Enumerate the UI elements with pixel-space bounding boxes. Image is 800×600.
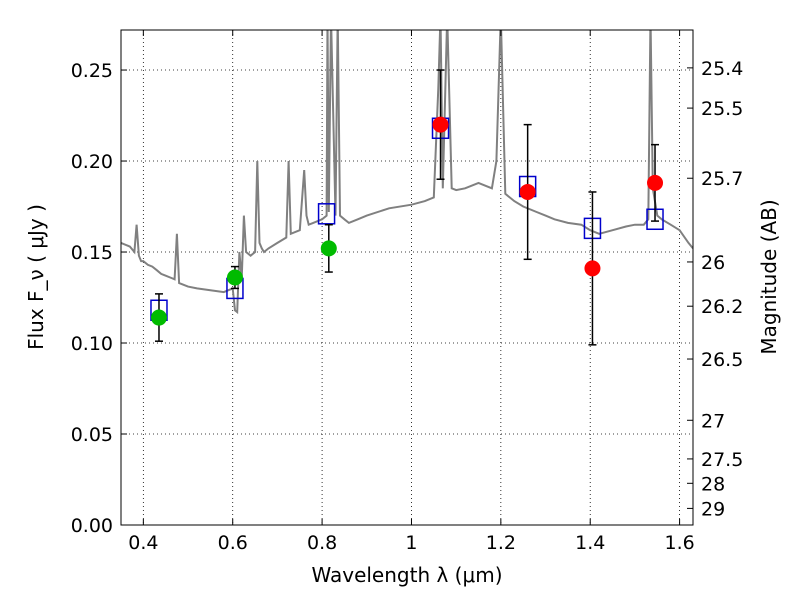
y2-tick-label: 25.7 xyxy=(701,168,743,190)
nir-data-point xyxy=(520,184,536,200)
y-tick-label: 0.00 xyxy=(71,515,113,537)
y2-tick-label: 26.2 xyxy=(701,296,743,318)
x-axis-label: Wavelength λ (μm) xyxy=(311,563,502,587)
y2-tick-label: 26 xyxy=(701,252,725,274)
nir-data-point xyxy=(584,260,600,276)
optical-data-point xyxy=(227,270,243,286)
x-tick-label: 0.8 xyxy=(307,532,337,554)
y-tick-label: 0.25 xyxy=(71,60,113,82)
y2-tick-label: 25.5 xyxy=(701,98,743,120)
y2-tick-label: 26.5 xyxy=(701,349,743,371)
y2-tick-label: 27.5 xyxy=(701,449,743,471)
nir-data-point xyxy=(647,175,663,191)
x-tick-label: 1.6 xyxy=(664,532,694,554)
nir-data-point xyxy=(433,117,449,133)
y-tick-label: 0.15 xyxy=(71,242,113,264)
optical-data-point xyxy=(151,310,167,326)
x-tick-label: 1.4 xyxy=(575,532,605,554)
y2-axis-label: Magnitude (AB) xyxy=(757,199,781,354)
x-tick-label: 0.6 xyxy=(218,532,248,554)
y-tick-label: 0.10 xyxy=(71,333,113,355)
y2-tick-label: 27 xyxy=(701,410,725,432)
optical-data-point xyxy=(321,240,337,256)
y-tick-label: 0.20 xyxy=(71,151,113,173)
y-tick-label: 0.05 xyxy=(71,424,113,446)
y2-tick-label: 29 xyxy=(701,498,725,520)
x-tick-label: 1 xyxy=(405,532,417,554)
x-tick-label: 1.2 xyxy=(486,532,516,554)
y2-tick-label: 25.4 xyxy=(701,58,743,80)
chart-background xyxy=(0,0,800,600)
y-axis-label: Flux F_ν ( μJy ) xyxy=(24,204,48,350)
chart: 0.4 0.6 0.8 1 1.2 1.4 1.6 0.00 0.05 0.10 0.15 0.20… xyxy=(0,0,800,600)
x-tick-label: 0.4 xyxy=(128,532,158,554)
y2-tick-label: 28 xyxy=(701,473,725,495)
